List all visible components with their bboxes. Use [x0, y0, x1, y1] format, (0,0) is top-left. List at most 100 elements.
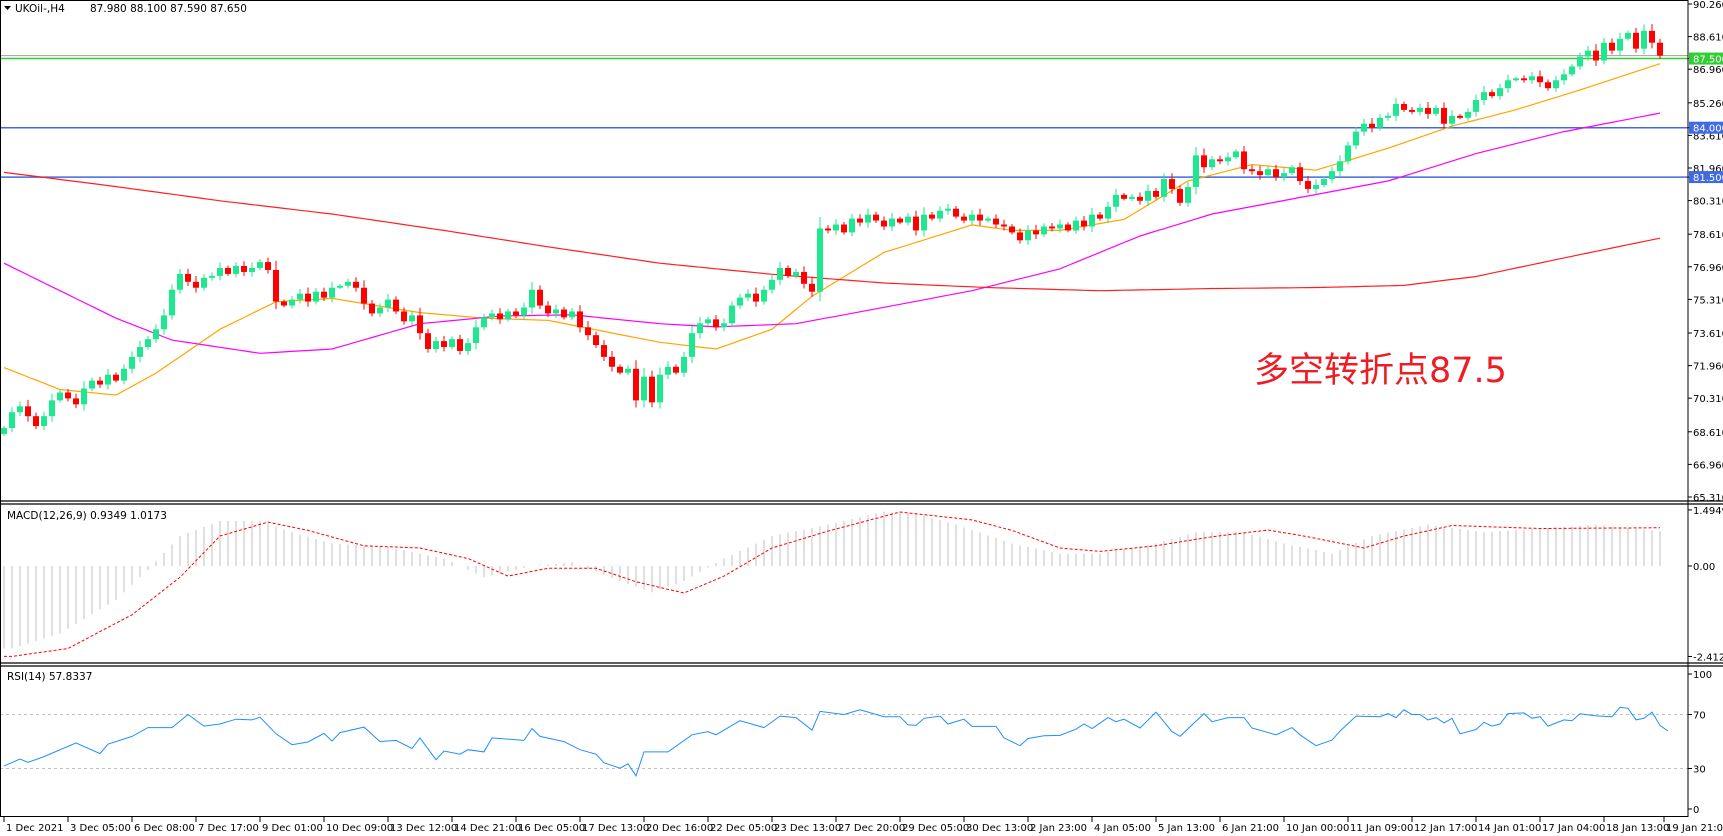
candle-body	[337, 285, 343, 288]
candle-body	[513, 311, 519, 316]
candle-body	[809, 283, 815, 292]
candle-body	[1145, 190, 1151, 201]
candle-body	[153, 329, 159, 340]
candle-body	[321, 291, 327, 298]
candle-body	[1473, 100, 1479, 112]
candle-body	[1401, 103, 1407, 110]
candle-body	[889, 218, 895, 227]
candle-body	[945, 208, 951, 211]
candle-body	[1185, 186, 1191, 203]
candle-body	[1177, 188, 1183, 203]
candle-body	[681, 356, 687, 373]
time-tick-label: 6 Dec 08:00	[134, 823, 195, 834]
macd-signal-line	[4, 511, 1660, 657]
candle-body	[929, 214, 935, 219]
candle-body	[785, 267, 791, 276]
candle-body	[553, 309, 559, 314]
candle-body	[1305, 181, 1311, 189]
candle-body	[89, 380, 95, 389]
candle-body	[369, 303, 375, 314]
time-tick-label: 30 Dec 13:00	[966, 823, 1033, 834]
candle-body	[1161, 179, 1167, 197]
candle-body	[289, 299, 295, 306]
candle-body	[753, 293, 759, 302]
candle-body	[1481, 92, 1487, 101]
candle-body	[777, 267, 783, 280]
candle-body	[1129, 196, 1135, 199]
candle-body	[1265, 169, 1271, 176]
candle-body	[1361, 123, 1367, 132]
candle-body	[625, 368, 631, 373]
candle-body	[185, 273, 191, 282]
candle-body	[129, 356, 135, 369]
candle-body	[1217, 159, 1223, 162]
candle-body	[1617, 38, 1623, 51]
candle-body	[1025, 230, 1031, 241]
axis-tick-label: 0.00	[1693, 562, 1715, 573]
candle-body	[1073, 220, 1079, 231]
candle-body	[729, 305, 735, 324]
candle-body	[521, 307, 527, 316]
candle-body	[657, 374, 663, 403]
candle-body	[993, 218, 999, 225]
candle-body	[201, 277, 207, 288]
axis-tick-label: 73.610	[1693, 329, 1723, 340]
rsi-panel[interactable]	[0, 706, 1688, 778]
candle-body	[1289, 167, 1295, 174]
chart-header: UKOil-,H4 87.980 88.100 87.590 87.650 MA…	[4, 3, 247, 683]
candle-body	[857, 218, 863, 223]
candle-body	[121, 368, 127, 381]
candle-body	[1561, 74, 1567, 81]
candle-body	[1585, 50, 1591, 57]
time-tick-label: 19 Jan 21:00	[1666, 823, 1723, 834]
candle-body	[1201, 155, 1207, 168]
candle-body	[697, 323, 703, 334]
axis-tick-label: 85.260	[1693, 99, 1723, 110]
candle-body	[1001, 224, 1007, 227]
candle-body	[449, 339, 455, 348]
candle-body	[665, 366, 671, 375]
triangle-down-icon[interactable]	[4, 6, 11, 10]
candle-body	[9, 412, 15, 429]
plot-frame	[0, 0, 1689, 817]
time-tick-label: 7 Dec 17:00	[198, 823, 259, 834]
candle-body	[689, 333, 695, 357]
axis-tick-label: 100	[1693, 670, 1712, 681]
annotation-text: 多空转折点87.5	[1254, 351, 1507, 391]
candle-body	[241, 266, 247, 272]
candle-body	[1569, 66, 1575, 75]
candle-body	[801, 271, 807, 284]
candle-body	[1153, 190, 1159, 197]
candle-body	[17, 406, 23, 413]
candle-body	[465, 343, 471, 351]
candle-body	[673, 366, 679, 373]
candle-body	[177, 273, 183, 290]
candle-body	[1225, 157, 1231, 162]
candle-body	[257, 262, 263, 268]
candle-body	[601, 345, 607, 357]
macd-panel[interactable]	[3, 511, 1661, 657]
candle-body	[873, 214, 879, 221]
candle-body	[1441, 107, 1447, 124]
price-panel[interactable]	[0, 24, 1688, 436]
candle-body	[1353, 131, 1359, 146]
candle-body	[1241, 151, 1247, 170]
candle-body	[761, 289, 767, 302]
candle-body	[1593, 50, 1599, 61]
candle-body	[1369, 123, 1375, 128]
time-tick-label: 14 Dec 21:00	[454, 823, 521, 834]
candle-body	[225, 267, 231, 274]
price-label-bg	[1689, 171, 1723, 184]
candle-body	[1385, 115, 1391, 118]
candle-body	[1521, 78, 1527, 81]
candle-body	[281, 301, 287, 306]
axis-tick-label: 70	[1693, 711, 1706, 722]
candle-body	[1601, 42, 1607, 61]
candle-body	[209, 275, 215, 278]
candle-body	[97, 380, 103, 385]
candle-body	[385, 299, 391, 308]
candle-body	[1321, 179, 1327, 185]
candle-body	[1425, 107, 1431, 114]
